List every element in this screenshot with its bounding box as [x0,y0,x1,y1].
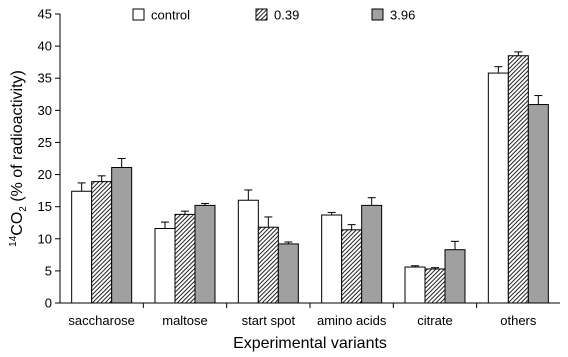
legend-swatch-3-96 [371,8,384,21]
bar-0-39-maltose [174,213,196,304]
bar-0-39-start-spot [257,226,279,304]
y-tick-label: 40 [38,39,52,54]
x-tick-label: citrate [417,313,452,328]
bar-3-96-amino-acids [361,204,383,304]
bar-3-96-others [527,104,549,304]
y-tick-label: 45 [38,7,52,22]
bar-3-96-start-spot [277,243,299,304]
bar-3-96-citrate [444,249,466,304]
bar-0-39-saccharose [91,181,113,304]
x-tick-label: maltose [162,313,208,328]
bar-0-39-citrate [424,268,446,304]
legend-swatch-control [132,8,145,21]
legend-label: 0.39 [274,8,299,23]
y-axis-title: 14CO2 (% of radioactivity) [8,70,29,247]
bar-control-amino-acids [321,214,343,304]
bar-3-96-saccharose [111,166,133,304]
bar-control-maltose [154,228,176,304]
y-tick-label: 0 [45,296,52,311]
y-tick-label: 20 [38,167,52,182]
bar-control-start-spot [237,199,259,304]
y-tick-label: 25 [38,135,52,150]
bar-0-39-amino-acids [341,229,363,304]
x-axis-title: Experimental variants [233,335,387,352]
y-tick-label: 30 [38,103,52,118]
y-axis-title-rest: (% of radioactivity) [9,70,26,206]
legend: control 0.39 3.96 [132,8,415,23]
bar-control-citrate [404,266,426,304]
bar-control-others [487,72,509,304]
y-axis-title-superscript: 14 [8,235,19,247]
y-tick-label: 10 [38,231,52,246]
y-axis-title-main: CO [9,212,26,236]
x-axis: saccharose maltose start spot amino acids ci… [60,302,560,328]
bar-3-96-maltose [194,204,216,304]
x-tick-label: start spot [242,313,296,328]
y-tick-label: 5 [45,263,52,278]
y-tick-label: 15 [38,199,52,214]
y-axis: 0 5 10 15 20 25 30 35 40 45 [38,7,61,311]
legend-label: control [151,8,190,23]
y-axis-title-subscript: 2 [18,206,29,212]
x-tick-label: amino acids [317,313,387,328]
x-tick-label: saccharose [68,313,134,328]
bar-control-saccharose [71,190,93,304]
y-tick-label: 35 [38,71,52,86]
legend-swatch-0-39 [255,8,268,21]
bars [71,51,549,304]
legend-label: 3.96 [390,8,415,23]
bar-0-39-others [507,55,529,304]
x-tick-label: others [500,313,537,328]
